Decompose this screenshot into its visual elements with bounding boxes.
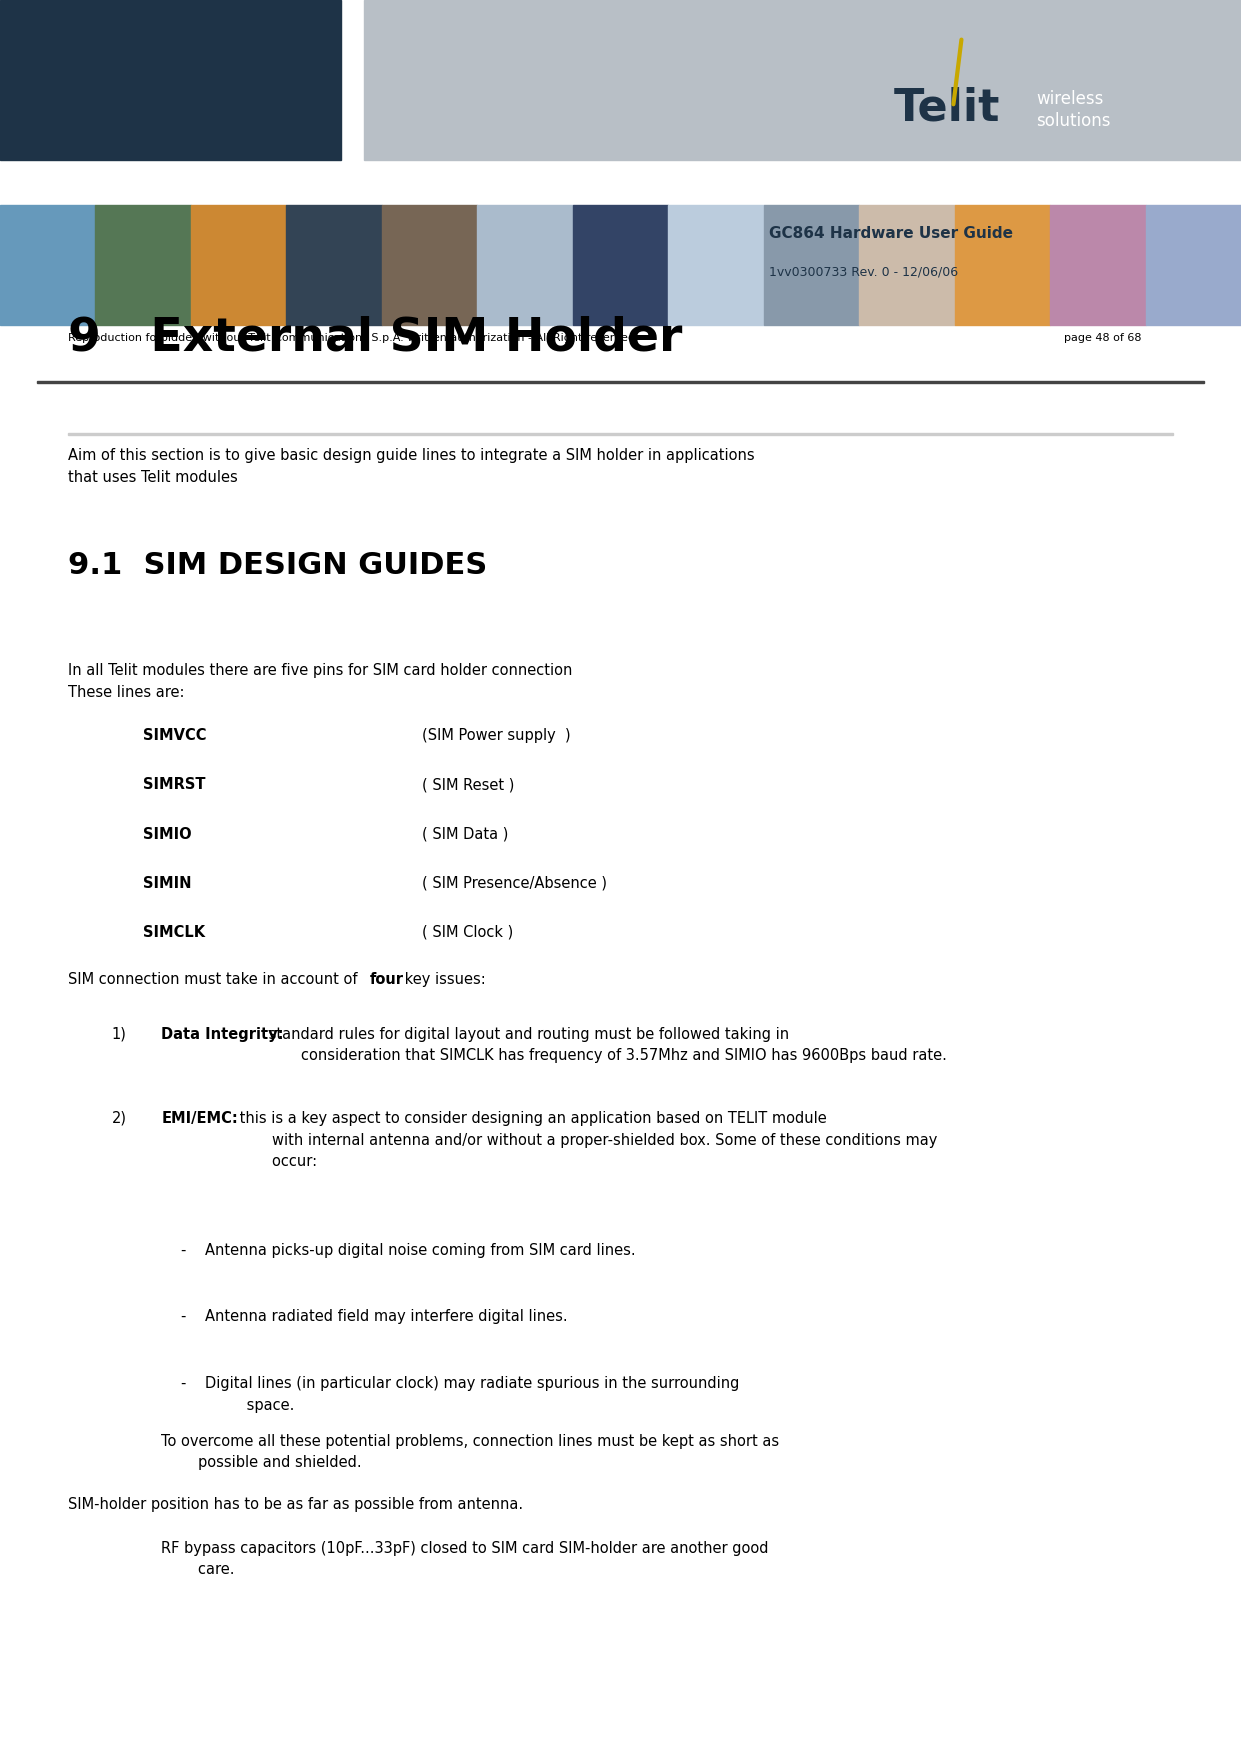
Text: To overcome all these potential problems, connection lines must be kept as short: To overcome all these potential problems…: [161, 1434, 779, 1471]
Text: 1vv0300733 Rev. 0 - 12/06/06: 1vv0300733 Rev. 0 - 12/06/06: [769, 265, 958, 277]
Bar: [191, 205, 287, 325]
Text: 9.1  SIM DESIGN GUIDES: 9.1 SIM DESIGN GUIDES: [68, 551, 488, 581]
Bar: [668, 205, 763, 325]
Text: ( SIM Presence/Absence ): ( SIM Presence/Absence ): [422, 876, 607, 892]
Bar: [382, 205, 478, 325]
Bar: [364, 0, 1241, 160]
Bar: [1145, 205, 1241, 325]
Text: Antenna picks-up digital noise coming from SIM card lines.: Antenna picks-up digital noise coming fr…: [205, 1243, 635, 1258]
Text: SIMIN: SIMIN: [143, 876, 191, 892]
Bar: [68, 433, 1173, 435]
Text: wireless
solutions: wireless solutions: [1036, 90, 1111, 130]
Text: ( SIM Data ): ( SIM Data ): [422, 827, 509, 842]
Text: 9   External SIM Holder: 9 External SIM Holder: [68, 316, 683, 362]
Text: this is a key aspect to consider designing an application based on TELIT module
: this is a key aspect to consider designi…: [235, 1111, 937, 1169]
Text: Reproduction forbidden without Telit Communications S.p.A. written authorization: Reproduction forbidden without Telit Com…: [68, 333, 635, 344]
Text: Antenna radiated field may interfere digital lines.: Antenna radiated field may interfere dig…: [205, 1309, 567, 1325]
Text: page 48 of 68: page 48 of 68: [1065, 333, 1142, 344]
Text: RF bypass capacitors (10pF...33pF) closed to SIM card SIM-holder are another goo: RF bypass capacitors (10pF...33pF) close…: [161, 1541, 769, 1578]
Text: SIMVCC: SIMVCC: [143, 728, 206, 744]
Bar: [478, 205, 573, 325]
Text: four: four: [370, 972, 403, 988]
Bar: [287, 205, 382, 325]
Bar: [573, 205, 668, 325]
Text: key issues:: key issues:: [400, 972, 485, 988]
Text: SIM connection must take in account of: SIM connection must take in account of: [68, 972, 362, 988]
Text: -: -: [180, 1309, 185, 1325]
Bar: [96, 205, 191, 325]
Bar: [0, 205, 96, 325]
Text: -: -: [180, 1376, 185, 1392]
Text: 1): 1): [112, 1027, 127, 1042]
Text: -: -: [180, 1243, 185, 1258]
Text: Data Integrity:: Data Integrity:: [161, 1027, 284, 1042]
Text: In all Telit modules there are five pins for SIM card holder connection
These li: In all Telit modules there are five pins…: [68, 663, 572, 700]
Text: (SIM Power supply  ): (SIM Power supply ): [422, 728, 571, 744]
Text: EMI/EMC:: EMI/EMC:: [161, 1111, 238, 1127]
Text: ( SIM Clock ): ( SIM Clock ): [422, 925, 514, 941]
Text: Telit: Telit: [894, 86, 1000, 130]
Text: standard rules for digital layout and routing must be followed taking in
       : standard rules for digital layout and ro…: [264, 1027, 947, 1064]
Bar: [763, 205, 859, 325]
Bar: [1050, 205, 1145, 325]
Text: Aim of this section is to give basic design guide lines to integrate a SIM holde: Aim of this section is to give basic des…: [68, 448, 755, 484]
Text: SIMIO: SIMIO: [143, 827, 191, 842]
Text: ( SIM Reset ): ( SIM Reset ): [422, 777, 514, 793]
Text: GC864 Hardware User Guide: GC864 Hardware User Guide: [769, 226, 1014, 242]
Text: Digital lines (in particular clock) may radiate spurious in the surrounding
    : Digital lines (in particular clock) may …: [205, 1376, 740, 1413]
Bar: [954, 205, 1050, 325]
Bar: [859, 205, 954, 325]
Text: SIMCLK: SIMCLK: [143, 925, 205, 941]
Text: SIMRST: SIMRST: [143, 777, 205, 793]
Text: SIM-holder position has to be as far as possible from antenna.: SIM-holder position has to be as far as …: [68, 1497, 524, 1513]
Text: 2): 2): [112, 1111, 127, 1127]
Bar: [0, 0, 341, 160]
